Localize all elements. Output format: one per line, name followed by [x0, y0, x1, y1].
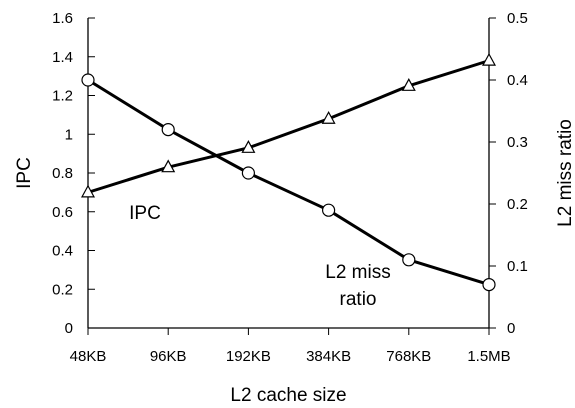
right-y-tick-label: 0.3 [507, 134, 528, 151]
left-y-tick-label: 1.6 [52, 10, 73, 27]
left-y-tick-label: 1 [65, 126, 73, 143]
circle-marker [81, 73, 95, 87]
x-tick-label: 384KB [306, 348, 351, 365]
l2-miss-ratio-series-label: L2 miss [325, 262, 390, 283]
left-y-tick-label: 1.2 [52, 88, 73, 105]
circle-marker [241, 166, 255, 180]
left-y-tick-label: 0.6 [52, 204, 73, 221]
x-tick-label: 1.5MB [467, 348, 510, 365]
l2-miss-ratio-series-label-line2: ratio [340, 289, 377, 310]
right-y-tick-label: 0.1 [507, 258, 528, 275]
right-y-tick-label: 0 [507, 320, 515, 337]
left-y-tick-label: 0 [65, 320, 73, 337]
right-y-tick-label: 0.2 [507, 196, 528, 213]
x-tick-label: 192KB [226, 348, 271, 365]
left-y-axis-title: IPC [14, 157, 35, 189]
triangle-marker [241, 140, 256, 153]
right-y-axis-title: L2 miss ratio [555, 119, 575, 227]
circle-marker [161, 123, 175, 137]
left-y-tick-label: 1.4 [52, 49, 73, 66]
x-tick-label: 48KB [70, 348, 107, 365]
circle-marker [322, 203, 336, 217]
left-y-tick-label: 0.2 [52, 281, 73, 298]
right-y-tick-label: 0.4 [507, 72, 528, 89]
triangle-marker [321, 110, 336, 124]
ipc-series-label: IPC [129, 203, 161, 224]
left-y-tick-label: 0.8 [52, 165, 73, 182]
right-y-tick-label: 0.5 [507, 10, 528, 27]
circle-marker [402, 253, 416, 267]
triangle-marker [80, 184, 96, 198]
triangle-marker [401, 78, 416, 91]
series-line-ipc [87, 59, 490, 194]
triangle-marker [161, 159, 176, 173]
series-line-l2-miss-ratio [87, 78, 490, 287]
triangle-marker [481, 52, 497, 66]
left-y-tick-label: 0.4 [52, 243, 73, 260]
circle-marker [482, 278, 496, 292]
x-axis-title: L2 cache size [230, 385, 346, 406]
x-tick-label: 96KB [150, 348, 187, 365]
x-tick-label: 768KB [386, 348, 431, 365]
